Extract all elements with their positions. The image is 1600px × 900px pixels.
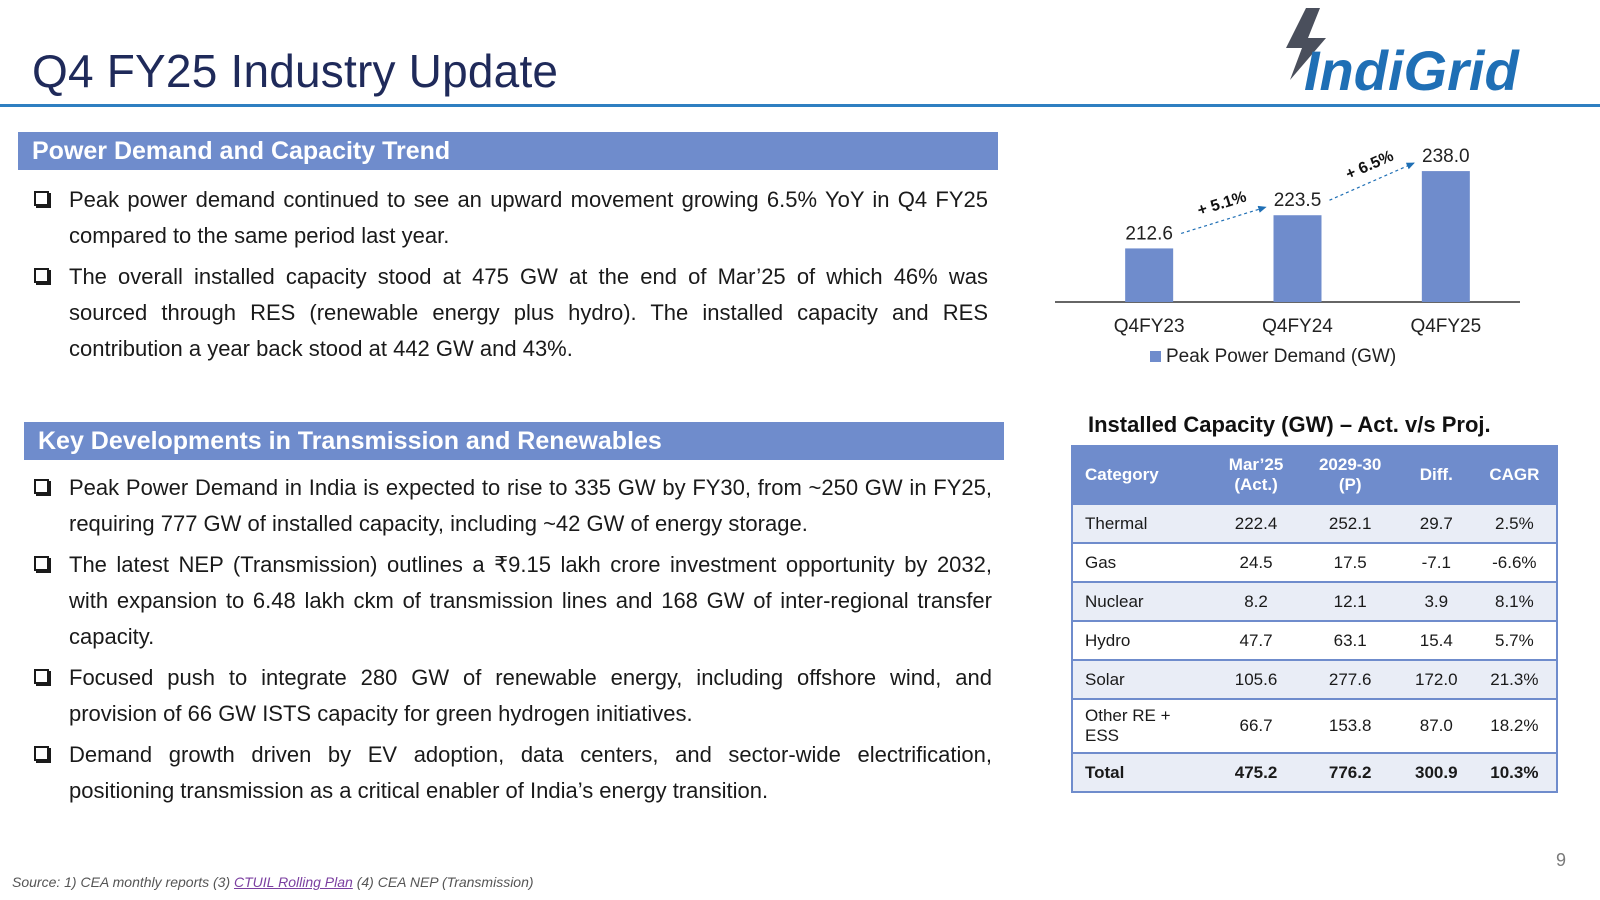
table-cell: 153.8 [1300, 698, 1400, 753]
table-cell: Hydro [1072, 620, 1212, 660]
table-cell: 10.3% [1472, 752, 1557, 792]
table-cell: 17.5 [1300, 542, 1400, 582]
table-cell: 21.3% [1472, 659, 1557, 699]
bar-q4fy24 [1273, 215, 1322, 302]
indigrid-logo: IndiGrid [1280, 8, 1600, 102]
table-cell: 15.4 [1399, 620, 1473, 660]
table-cell: 66.7 [1211, 698, 1301, 753]
list-item: The latest NEP (Transmission) outlines a… [32, 547, 992, 655]
table-cell: -6.6% [1472, 542, 1557, 582]
section-header-key-developments: Key Developments in Transmission and Ren… [24, 422, 1004, 460]
data-label: 212.6 [1125, 223, 1173, 244]
table-cell: 5.7% [1472, 620, 1557, 660]
x-tick-label: Q4FY24 [1262, 316, 1333, 337]
table-cell: Total [1072, 752, 1212, 792]
table-row: Thermal 222.4 252.1 29.7 2.5% [1072, 503, 1557, 543]
bar-q4fy23 [1125, 248, 1174, 302]
checkbox-bullet-icon [34, 268, 49, 283]
table-cell: 12.1 [1300, 581, 1400, 621]
column-header: Category [1072, 446, 1212, 504]
column-header: Diff. [1399, 446, 1473, 504]
table-cell: Solar [1072, 659, 1212, 699]
x-tick-label: Q4FY23 [1114, 316, 1185, 337]
table-row: Solar 105.6 277.6 172.0 21.3% [1072, 659, 1557, 699]
table-cell: 2.5% [1472, 503, 1557, 543]
table-row: Nuclear 8.2 12.1 3.9 8.1% [1072, 581, 1557, 621]
bar-q4fy25 [1421, 171, 1470, 302]
table-cell: Other RE + ESS [1072, 698, 1212, 753]
list-item: Focused push to integrate 280 GW of rene… [32, 660, 992, 732]
growth-annotation: + 6.5% [1343, 148, 1396, 184]
column-header: 2029-30 (P) [1300, 446, 1400, 504]
page-number: 9 [1556, 850, 1567, 870]
checkbox-bullet-icon [34, 191, 49, 206]
table-cell: 277.6 [1300, 659, 1400, 699]
data-label: 238.0 [1422, 146, 1470, 167]
title-divider [0, 104, 1600, 107]
table-cell: 3.9 [1399, 581, 1473, 621]
table-cell: Thermal [1072, 503, 1212, 543]
table-cell: 87.0 [1399, 698, 1473, 753]
table-row: Other RE + ESS 66.7 153.8 87.0 18.2% [1072, 698, 1557, 753]
table-cell: 24.5 [1211, 542, 1301, 582]
table-cell: Nuclear [1072, 581, 1212, 621]
key-developments-bullets: Peak Power Demand in India is expected t… [32, 470, 992, 814]
list-item: Demand growth driven by EV adoption, dat… [32, 737, 992, 809]
section-header-power-demand: Power Demand and Capacity Trend [18, 132, 998, 170]
lightning-bolt-icon [1286, 8, 1326, 80]
growth-arrow [1180, 205, 1267, 234]
data-label: 223.5 [1274, 190, 1322, 211]
legend-label: Peak Power Demand (GW) [1166, 346, 1396, 367]
page-title: Q4 FY25 Industry Update [32, 45, 559, 97]
column-header: Mar’25 (Act.) [1211, 446, 1301, 504]
table-cell: 172.0 [1399, 659, 1473, 699]
list-item: Peak Power Demand in India is expected t… [32, 470, 992, 542]
capacity-table-title: Installed Capacity (GW) – Act. v/s Proj. [1088, 412, 1491, 437]
checkbox-bullet-icon [34, 556, 49, 571]
table-row: Gas 24.5 17.5 -7.1 -6.6% [1072, 542, 1557, 582]
source-note: Source: 1) CEA monthly reports (3) CTUIL… [12, 874, 534, 890]
table-row: Total 475.2 776.2 300.9 10.3% [1072, 752, 1557, 792]
table-cell: Gas [1072, 542, 1212, 582]
table-cell: 105.6 [1211, 659, 1301, 699]
table-cell: 252.1 [1300, 503, 1400, 543]
table-cell: 300.9 [1399, 752, 1473, 792]
table-cell: 29.7 [1399, 503, 1473, 543]
table-header-row: Category Mar’25 (Act.) 2029-30 (P) Diff. CAGR [1072, 446, 1557, 504]
table-cell: 47.7 [1211, 620, 1301, 660]
table-cell: -7.1 [1399, 542, 1473, 582]
table-cell: 63.1 [1300, 620, 1400, 660]
checkbox-bullet-icon [34, 746, 49, 761]
column-header: CAGR [1472, 446, 1557, 504]
logo-text: IndiGrid [1304, 39, 1520, 98]
checkbox-bullet-icon [34, 669, 49, 684]
legend-swatch [1150, 351, 1161, 362]
table-cell: 18.2% [1472, 698, 1557, 753]
peak-demand-chart: 212.6 Q4FY23 223.5 Q4FY24 238.0 Q4FY25 + 5.1% +… [1055, 140, 1530, 380]
table-cell: 776.2 [1300, 752, 1400, 792]
list-item: The overall installed capacity stood at … [32, 259, 988, 367]
power-demand-bullets: Peak power demand continued to see an up… [32, 182, 988, 372]
table-cell: 222.4 [1211, 503, 1301, 543]
ctuil-rolling-plan-link[interactable]: CTUIL Rolling Plan [234, 874, 353, 890]
table-cell: 8.2 [1211, 581, 1301, 621]
installed-capacity-table: Category Mar’25 (Act.) 2029-30 (P) Diff. CAGR … [1071, 445, 1558, 793]
checkbox-bullet-icon [34, 479, 49, 494]
table-cell: 8.1% [1472, 581, 1557, 621]
list-item: Peak power demand continued to see an up… [32, 182, 988, 254]
table-cell: 475.2 [1211, 752, 1301, 792]
table-row: Hydro 47.7 63.1 15.4 5.7% [1072, 620, 1557, 660]
x-tick-label: Q4FY25 [1410, 316, 1481, 337]
